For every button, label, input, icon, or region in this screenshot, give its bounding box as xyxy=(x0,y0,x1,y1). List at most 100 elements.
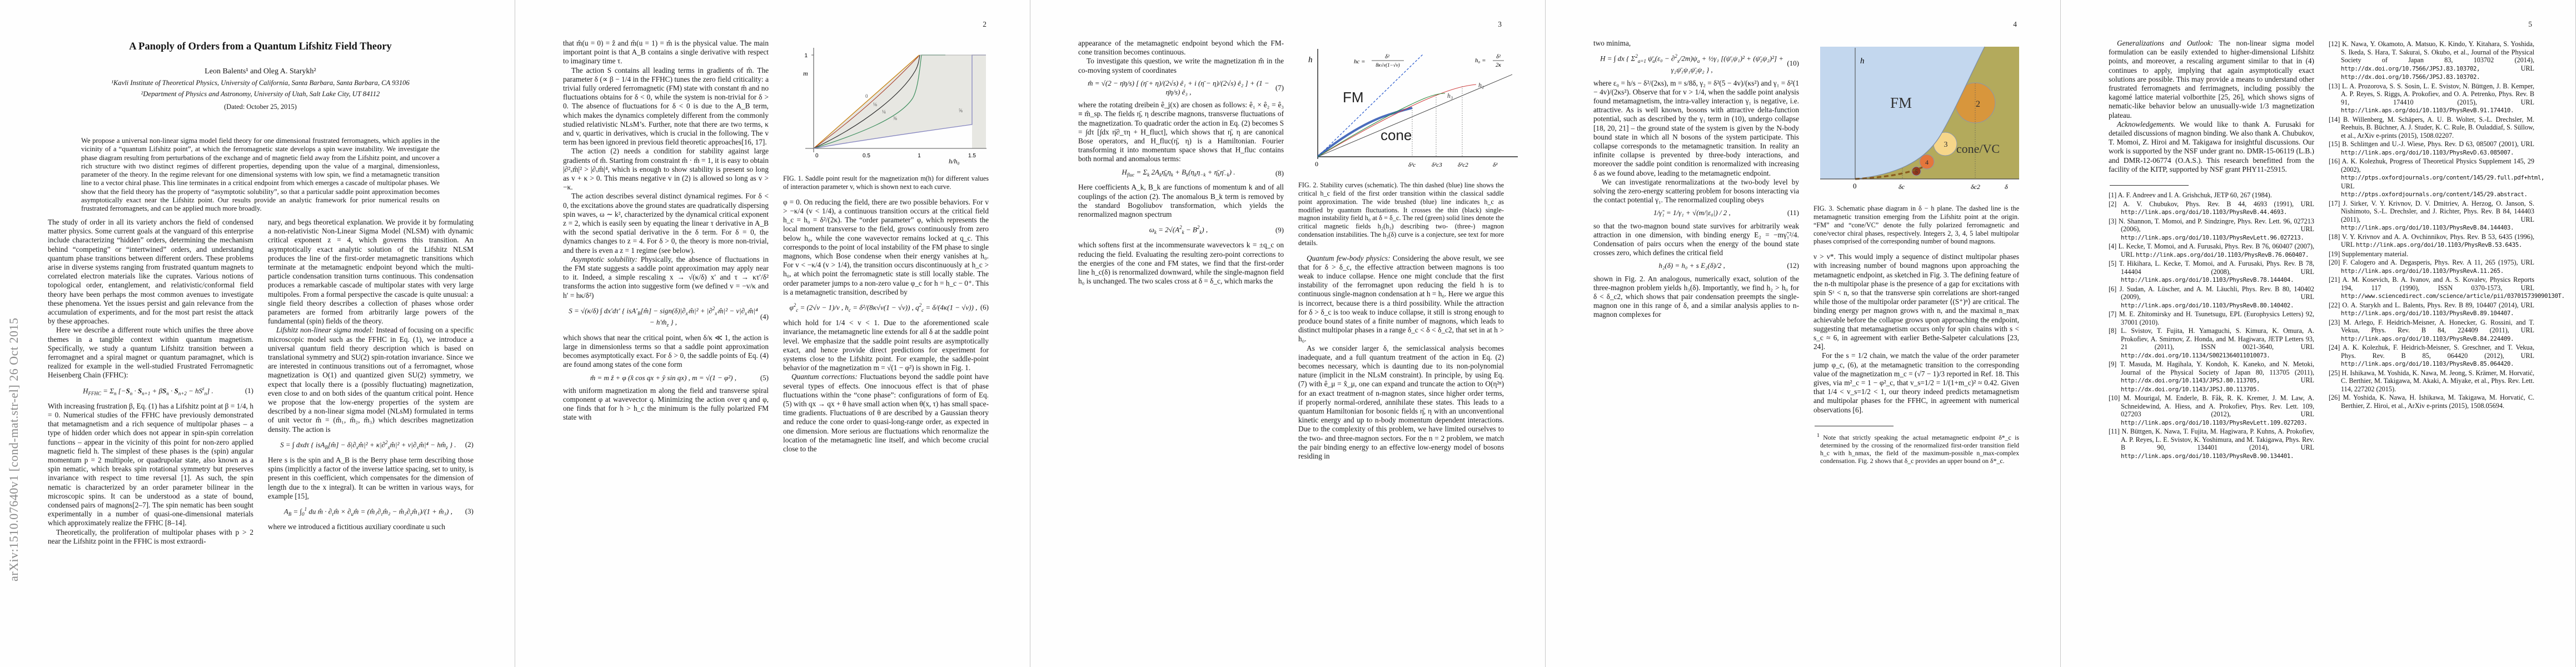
reference-item: [14] B. Willenberg, M. Schäpers, A. U. B… xyxy=(2329,115,2534,140)
paragraph: Theoretically, the proliferation of mult… xyxy=(48,527,253,545)
reference-item: [1] A. F. Andreev and I. A. Grishchuk, J… xyxy=(2109,191,2272,200)
paragraph: As we consider larger δ, the semiclassic… xyxy=(1298,344,1504,461)
reference-item: [17] J. Sirker, V. Y. Krivnov, D. V. Dmi… xyxy=(2329,199,2534,232)
reference-item: [23] M. Arlego, F. Heidrich-Meisner, A. … xyxy=(2329,318,2534,342)
paragraph: where the rotating dreibein ê_j(x) are c… xyxy=(1078,101,1284,163)
equation: m̂ = m ẑ + φ (x̂ cos qx + ŷ sin qx) , m … xyxy=(590,373,769,382)
page4-column-1: two minima, H = ∫ dx { Σ2a=1 ψ̄a(ε₀ − ∂2x… xyxy=(1593,39,1799,320)
equation: h₂(δ) = h₀ + s E₂(δ)/2 , (12) xyxy=(1658,261,1799,270)
reference-item: [6] J. Sudan, A. Lüscher, and A. M. Läuc… xyxy=(2109,285,2314,309)
paragraph: Here coefficients A_k, B_k are functions… xyxy=(1078,183,1284,219)
fig1-shaded-region xyxy=(814,55,986,148)
paragraph: with uniform magnetization m along the f… xyxy=(563,386,769,422)
fig1-curve-v14 xyxy=(813,54,920,149)
fig3-bubble-2-label: 2 xyxy=(1976,99,1980,109)
fig2-cone-label: cone xyxy=(1381,127,1412,143)
equation: S = ∫ dxdτ { isAB[m̂] − δ|∂xm̂|² + κ|∂2x… xyxy=(280,439,474,450)
reference-item: [22] O. A. Starykh and L. Balents, Phys.… xyxy=(2329,301,2534,317)
reference-item: [15] B. Schlittgen and U.-J. Wiese, Phys… xyxy=(2329,140,2534,156)
fig1-label-58: ⅝ xyxy=(959,108,963,113)
paragraph: which hold for 1/4 < v < 1. Due to the a… xyxy=(783,318,989,372)
page-number: 4 xyxy=(2013,20,2017,28)
fig2-hc-dashed-line xyxy=(1317,53,1424,157)
equation: Hfluc = Σk 2Akη̄kηk + Bk(ηkη−k + η̄kη̄−k… xyxy=(1122,167,1284,178)
paragraph: The action (2) needs a condition for sta… xyxy=(563,147,769,192)
fig3-cone-region xyxy=(1855,47,2019,179)
reference-item: [16] A. K. Kolezhuk, Progress of Theoret… xyxy=(2329,157,2545,198)
equation: HFFHC = Σn [−Sn · Sn+1 + βSn · Sn+2 − hS… xyxy=(83,385,253,396)
reference-list: [1] A. F. Andreev and I. A. Grishchuk, J… xyxy=(2109,191,2314,460)
paragraph: Here we describe a different route which… xyxy=(48,326,253,380)
paragraph: Generalizations and Outlook: The non-lin… xyxy=(2109,39,2315,120)
fig3-origin-label: 0 xyxy=(1853,182,1857,190)
paragraph: Here s is the spin and A_B is the Berry … xyxy=(268,456,474,500)
paragraph: With increasing frustration β, Eq. (1) h… xyxy=(48,401,253,527)
fig2-y-label: h xyxy=(1308,56,1313,64)
equation: 1/γ̃₁ = 1/γ₁ + √(m/|ε₀|) / 2 , (11) xyxy=(1653,208,1799,217)
fig1-curve-v18 xyxy=(813,56,919,149)
paragraph: two minima, xyxy=(1593,39,1631,47)
paragraph: Lifshitz non-linear sigma model: Instead… xyxy=(268,326,474,434)
page-2: 2 that m̂(u = 0) = ẑ and m̂(u = 1) = m̂ … xyxy=(515,0,1030,667)
reference-item: [8] L. Svistov, T. Fujita, H. Yamaguchi,… xyxy=(2109,327,2314,359)
equation: H = ∫ dx { Σ2a=1 ψ̄a(ε₀ − ∂2x/2m)ψa + ½γ… xyxy=(1600,53,1799,74)
paragraph: To investigate this question, we write t… xyxy=(1078,57,1284,74)
fig2-hc-formula-num: δ² xyxy=(1385,54,1390,60)
page-number: 3 xyxy=(1498,20,1502,28)
paragraph: that m̂(u = 0) = ẑ and m̂(u = 1) = m̂ is… xyxy=(563,39,769,66)
fig3-phase-boundary xyxy=(1855,46,1985,180)
paragraph: φ = 0. On reducing the field, there are … xyxy=(783,197,989,296)
affiliation-1: ¹Kavli Institute of Theoretical Physics,… xyxy=(111,79,410,87)
reference-item: [25] H. Ishikawa, M. Yoshida, K. Nawa, M… xyxy=(2329,369,2534,393)
reference-item: [20] F. Calogero and A. Degasperis, Phys… xyxy=(2329,258,2534,275)
paper-title: A Panoply of Orders from a Quantum Lifsh… xyxy=(129,41,392,52)
figure-caption: FIG. 1. Saddle point result for the magn… xyxy=(783,175,989,191)
page1-column-2: nary, and begs theoretical explanation. … xyxy=(268,218,474,531)
fig1-curve-v0 xyxy=(813,54,920,149)
paper-authors: Leon Balents¹ and Oleg A. Starykh² xyxy=(205,67,316,76)
reference-item: [7] M. E. Zhitomirsky and H. Tsunetsugu,… xyxy=(2109,310,2314,326)
reference-item: [9] T. Masuda, M. Hagihala, Y. Kondoh, K… xyxy=(2109,360,2314,393)
page2-column-2: 1 m 0 ⅛ ¼ ⅜ ⅝ 0 0.5 1 1.5 h/h₀ FIG. 1. S… xyxy=(783,39,989,454)
figure-caption: FIG. 2. Stability curves (schematic). Th… xyxy=(1298,181,1504,247)
fig1-xtick-15: 1.5 xyxy=(968,153,976,159)
fig3-cone-vc-label: cone/VC xyxy=(1956,142,2000,156)
fig3-bubble-4 xyxy=(1919,154,1935,170)
reference-item: [10] M. Mourigal, M. Enderle, B. Fåk, R.… xyxy=(2109,394,2314,426)
fig2-hc-formula-den: 8κ√v(1−√v) xyxy=(1376,62,1399,68)
equation: m̂ = √(2 − η̄η/s) [ (η̄ + η)/(2√s) ê₁ + … xyxy=(1088,78,1284,97)
page-4: 4 two minima, H = ∫ dx { Σ2a=1 ψ̄a(ε₀ − ∂… xyxy=(1546,0,2061,667)
fig2-h2-curve xyxy=(1317,84,1477,157)
fig3-xtick-dc2: δc2 xyxy=(1971,183,1980,191)
reference-item: [11] N. Büttgen, K. Nawa, T. Fujita, M. … xyxy=(2109,427,2314,460)
fig1-label-38: ⅜ xyxy=(893,116,897,121)
abstract: We propose a universal non-linear sigma … xyxy=(81,137,440,213)
equation: S = √(κ/δ) ∫ dx′dτ′ { isA′B[m̂] − sign(δ… xyxy=(569,305,769,328)
fig2-h0-formula-lhs: h₀ = xyxy=(1475,57,1486,64)
fig3-xtick-d: δ xyxy=(2005,183,2008,191)
fig3-fm-label: FM xyxy=(1890,94,1912,111)
paragraph: where we introduced a fictitious auxilia… xyxy=(268,522,446,531)
page3-column-2: h 0 hc = δ² 8κ√v(1−√v) h₀ = δ² 2κ FM con… xyxy=(1298,39,1518,461)
page1-column-1: The study of order in all its variety an… xyxy=(48,218,253,546)
fig1-xtick-0: 0 xyxy=(815,153,819,159)
reference-item: [13] L. A. Prozorova, S. S. Sosin, L. E.… xyxy=(2329,82,2534,115)
fig3-svg: h 0 FM cone/VC 2 3 4 5 δc δc2 δ xyxy=(1820,46,2019,191)
reference-item: [3] N. Shannon, T. Momoi, and P. Sindzin… xyxy=(2109,217,2314,241)
paragraph: which shows that near the critical point… xyxy=(563,333,769,369)
footnote-rule xyxy=(2110,185,2189,186)
fig2-origin-label: 0 xyxy=(1315,160,1318,168)
fig1-label-18: ⅛ xyxy=(873,102,877,107)
fig1-label-14: ¼ xyxy=(882,109,886,115)
fig2-xtick-d2: δ² xyxy=(1493,162,1498,168)
fig2-hc-brushed-line xyxy=(1317,107,1413,158)
fig3-bubble-3-label: 3 xyxy=(1944,141,1948,149)
fig2-h0-line xyxy=(1317,74,1513,157)
figure-2-stability-curves: h 0 hc = δ² 8κ√v(1−√v) h₀ = δ² 2κ FM con… xyxy=(1298,40,1518,176)
fig3-xtick-dc: δc xyxy=(1899,183,1905,191)
paragraph: For the s = 1/2 chain, we match the valu… xyxy=(1813,351,2019,414)
paragraph: The action describes several distinct dy… xyxy=(563,192,769,255)
fig2-h2-label: h₂ xyxy=(1478,81,1484,89)
title-block: A Panoply of Orders from a Quantum Lifsh… xyxy=(48,41,473,111)
paragraph: Asymptotic solubility: Physically, the a… xyxy=(563,255,769,300)
